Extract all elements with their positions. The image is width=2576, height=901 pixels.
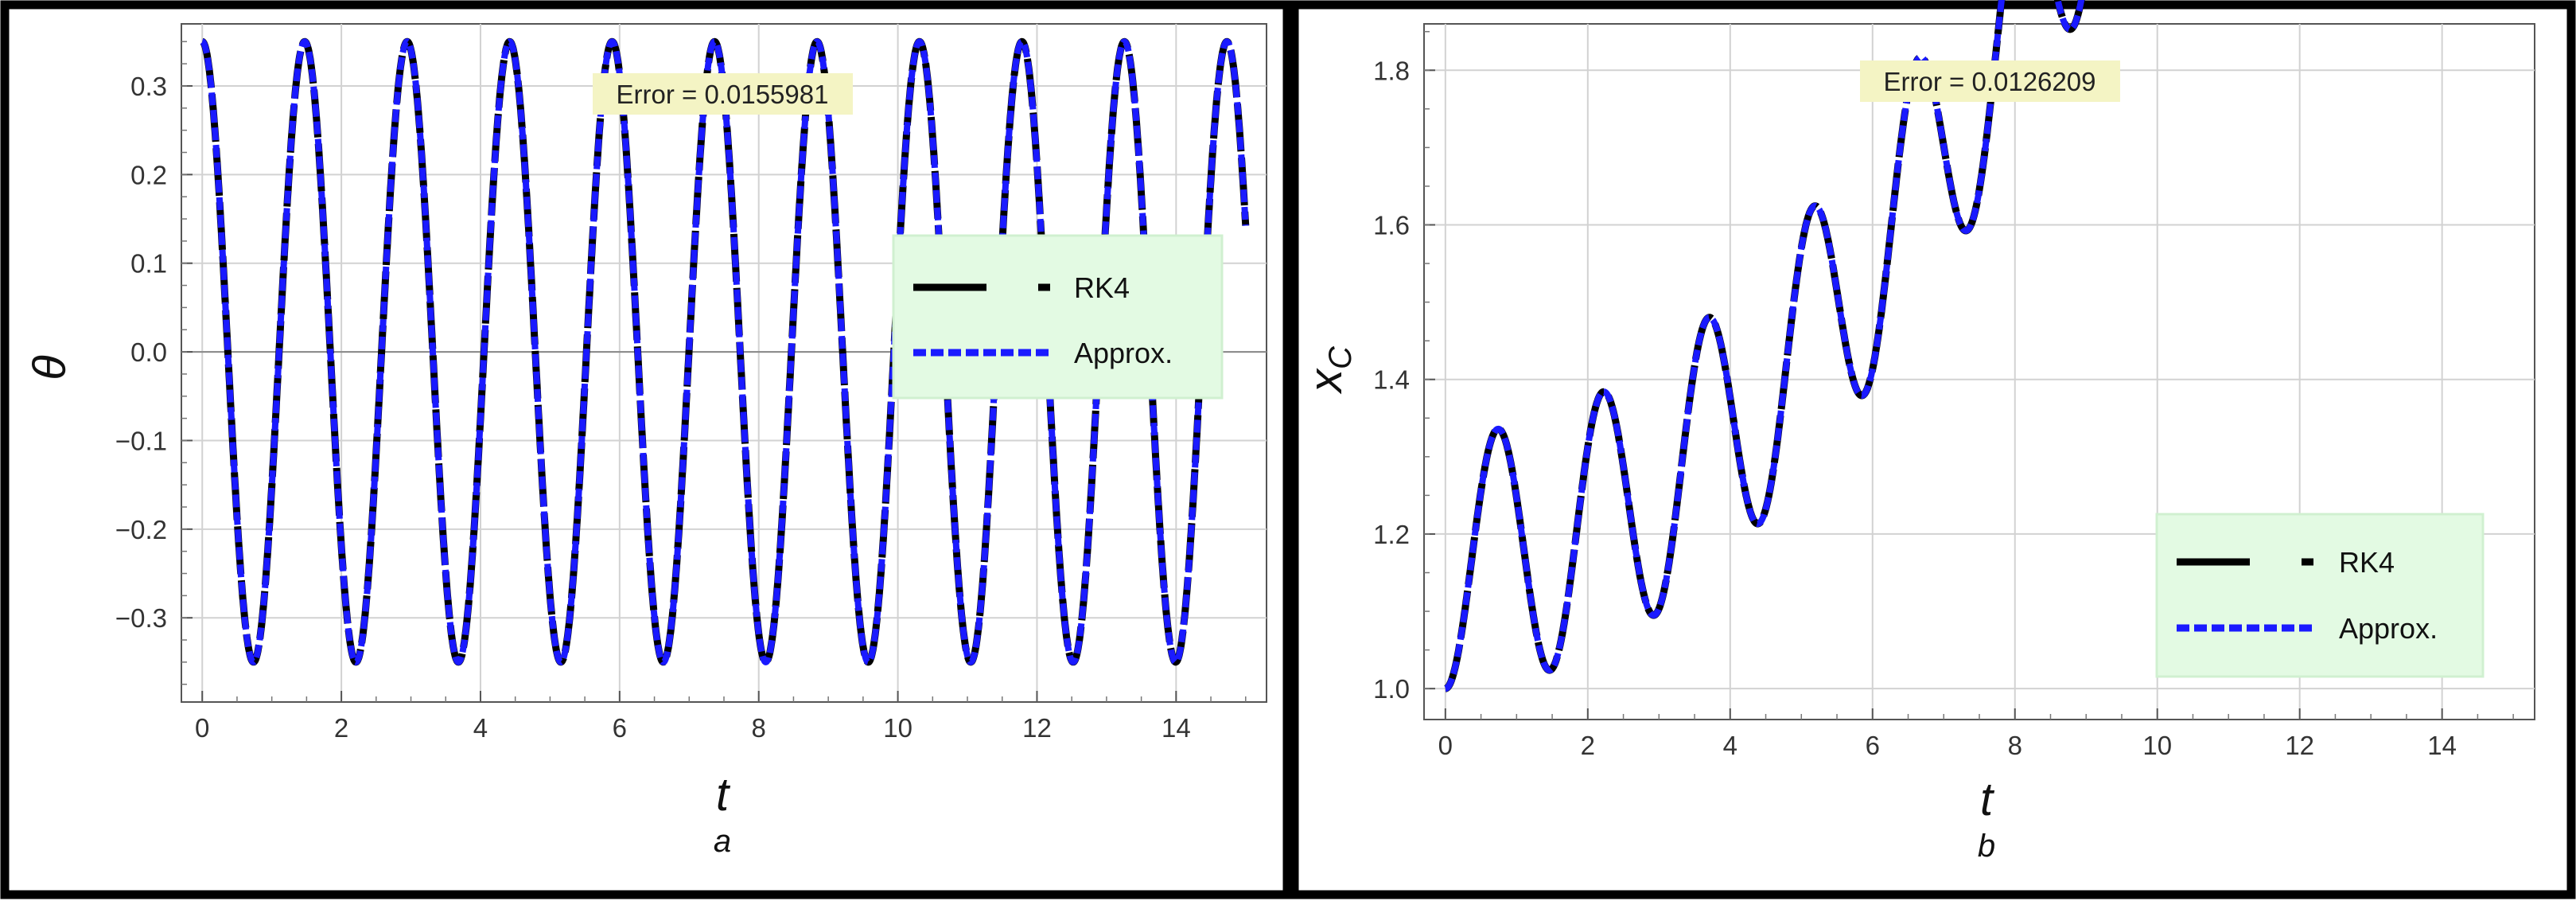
- panel-b-error-box: [1860, 60, 2120, 102]
- panel-b-ticks: 0 2 4 6 8 10 12 14 1.0 1.2 1.4 1.6 1.8: [1373, 30, 2514, 760]
- panel-b-x-tick-label: 4: [1723, 731, 1737, 760]
- panel-b-legend-approx-label: Approx.: [2339, 612, 2438, 645]
- panel-a-y-tick-label: −0.3: [115, 603, 167, 633]
- panel-a-x-tick-label: 10: [883, 713, 912, 743]
- panel-b-x-tick-label: 10: [2142, 731, 2172, 760]
- panel-a-y-tick-label: −0.1: [115, 426, 167, 455]
- panel-b-legend: RK4 Approx.: [2155, 513, 2485, 678]
- panel-a-legend-box: [892, 234, 1224, 400]
- panel-a-x-axis-title: t: [716, 769, 731, 821]
- panel-a-caption: a: [714, 824, 731, 859]
- panel-a-x-tick-label: 4: [473, 713, 488, 743]
- panel-b-y-tick-label: 1.8: [1373, 56, 1410, 85]
- panel-b-y-tick-label: 1.6: [1373, 210, 1410, 240]
- panel-b-legend-box: [2155, 513, 2485, 678]
- panel-b-x-axis-title: t: [1980, 774, 1995, 825]
- panel-a: 0 2 4 6 8 10 12 14 −0.3 −0.2 −0.1 0.0 0.1 0.2 0.3 Erro…: [0, 0, 1292, 899]
- panel-a-error-text: Error = 0.0155981: [617, 80, 829, 109]
- panel-b-series-approx-line: [1442, 0, 2085, 692]
- panel-b-y-tick-label: 1.2: [1373, 520, 1410, 549]
- panel-a-ticks: 0 2 4 6 8 10 12 14 −0.3 −0.2 −0.1 0.0 0.1 0.2 0.3: [115, 41, 1247, 743]
- panel-a-x-tick-label: 6: [613, 713, 627, 743]
- panel-b-error-annotation: Error = 0.0126209: [1860, 60, 2120, 102]
- panel-b-x-tick-label: 12: [2285, 731, 2314, 760]
- panel-b: 0 2 4 6 8 10 12 14 1.0 1.2 1.4 1.6 1.8 Error = 0.012…: [1290, 0, 2576, 899]
- panel-a-x-tick-label: 2: [334, 713, 348, 743]
- panel-a-x-tick-label: 0: [195, 713, 209, 743]
- panel-b-error-text: Error = 0.0126209: [1884, 67, 2096, 96]
- panel-b-x-tick-label: 2: [1581, 731, 1595, 760]
- panel-b-caption: b: [1978, 829, 1995, 864]
- panel-a-legend-rk4-label: RK4: [1074, 271, 1130, 304]
- panel-a-error-annotation: Error = 0.0155981: [593, 73, 853, 115]
- panel-a-error-box: [593, 73, 853, 115]
- panel-b-y-tick-label: 1.4: [1373, 365, 1410, 395]
- panel-b-x-tick-label: 0: [1438, 731, 1453, 760]
- panel-a-frame: [0, 0, 1292, 899]
- panel-b-series: [1442, 0, 2085, 692]
- panel-a-x-tick-label: 14: [1162, 713, 1191, 743]
- panel-b-x-tick-label: 14: [2427, 731, 2457, 760]
- panel-b-x-tick-label: 8: [2008, 731, 2022, 760]
- panel-a-y-tick-label: 0.0: [130, 337, 167, 367]
- panel-b-legend-rk4-label: RK4: [2339, 546, 2395, 579]
- panel-a-x-tick-label: 12: [1022, 713, 1052, 743]
- panel-a-y-tick-label: 0.3: [130, 72, 167, 101]
- panel-b-x-tick-label: 6: [1866, 731, 1880, 760]
- panel-b-y-axis-title-main: x: [1300, 368, 1352, 395]
- panel-a-y-tick-label: 0.2: [130, 160, 167, 189]
- panel-a-y-axis-title: θ: [24, 355, 76, 380]
- panel-a-legend-approx-label: Approx.: [1074, 337, 1173, 369]
- panel-b-y-axis-title: xC: [1300, 345, 1358, 395]
- panel-b-y-tick-label: 1.0: [1373, 674, 1410, 704]
- panel-b-frame: [1290, 0, 2576, 899]
- panel-a-y-tick-label: 0.1: [130, 249, 167, 279]
- panel-a-y-tick-label: −0.2: [115, 515, 167, 544]
- panel-a-legend: RK4 Approx.: [892, 234, 1224, 400]
- panel-b-y-axis-title-subscript: C: [1323, 345, 1358, 369]
- panel-a-x-tick-label: 8: [752, 713, 766, 743]
